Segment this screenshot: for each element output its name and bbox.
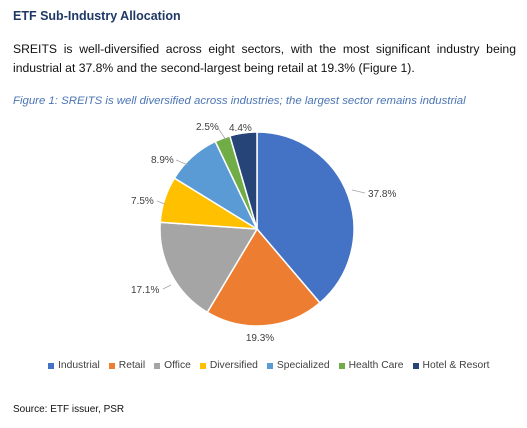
- section-title: ETF Sub-Industry Allocation: [13, 9, 181, 23]
- legend-swatch: [412, 362, 419, 369]
- legend-swatch: [108, 362, 115, 369]
- legend-label: Specialized: [276, 360, 330, 371]
- legend-item: Diversified: [199, 360, 258, 371]
- data-label: 7.5%: [131, 196, 154, 207]
- legend-label: Retail: [118, 360, 146, 371]
- data-label: 17.1%: [131, 285, 159, 296]
- figure-caption: Figure 1: SREITS is well diversified acr…: [13, 95, 466, 107]
- legend-item: Health Care: [338, 360, 404, 371]
- leader-line: [351, 189, 366, 194]
- intro-paragraph: SREITS is well-diversified across eight …: [13, 42, 516, 75]
- legend-item: Industrial: [48, 360, 100, 371]
- pie-slice-retail: [206, 227, 321, 327]
- legend-item: Specialized: [266, 360, 330, 371]
- legend-swatch: [48, 362, 54, 369]
- legend-item: Retail: [108, 360, 146, 371]
- legend-label: Diversified: [209, 360, 258, 371]
- legend-label: Hotel & Resort: [422, 360, 490, 371]
- source-note: Source: ETF issuer, PSR: [13, 404, 125, 415]
- leader-line: [162, 284, 172, 290]
- pie-slice-office: [159, 221, 259, 314]
- leader-line: [156, 200, 166, 205]
- leader-line: [175, 159, 189, 166]
- data-label: 19.3%: [246, 333, 274, 344]
- legend-label: Industrial: [58, 360, 100, 371]
- legend-swatch: [154, 362, 161, 369]
- data-label: 2.5%: [196, 122, 219, 133]
- legend-item: Hotel & Resort: [412, 360, 490, 371]
- legend-item: Office: [154, 360, 191, 371]
- legend-label: Health Care: [348, 360, 404, 371]
- data-label: 37.8%: [368, 189, 396, 200]
- legend-swatch: [266, 362, 273, 369]
- legend-swatch: [338, 362, 345, 369]
- chart-legend: Industrial Retail Office Diversified Special…: [48, 360, 518, 371]
- pie-slice-hotel-resort: [228, 131, 258, 230]
- leader-line: [217, 127, 227, 141]
- legend-label: Office: [164, 360, 191, 371]
- legend-swatch: [199, 362, 206, 369]
- data-label: 4.4%: [229, 123, 252, 134]
- pie-slice-industrial: [256, 131, 355, 304]
- data-label: 8.9%: [151, 155, 174, 166]
